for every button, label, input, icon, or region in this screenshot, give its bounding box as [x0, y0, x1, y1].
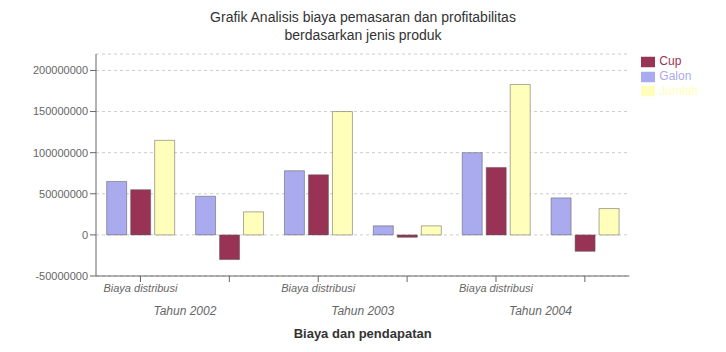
svg-text:Biaya distribusi: Biaya distribusi — [459, 282, 534, 294]
svg-text:Tahun 2002: Tahun 2002 — [153, 304, 216, 318]
svg-text:Tahun 2004: Tahun 2004 — [509, 304, 572, 318]
svg-text:Biaya distribusi: Biaya distribusi — [281, 282, 356, 294]
html-text:Galon: Galon — [659, 68, 692, 83]
svg-text:100000000: 100000000 — [33, 147, 88, 159]
html-text:Jumlah: Jumlah — [659, 83, 698, 98]
svg-text:50000000: 50000000 — [39, 188, 88, 200]
svg-text:-50000000: -50000000 — [35, 270, 88, 282]
svg-text:Biaya distribusi: Biaya distribusi — [103, 282, 178, 294]
svg-text:0: 0 — [82, 229, 88, 241]
svg-text:150000000: 150000000 — [33, 105, 88, 117]
html-text:Cup: Cup — [659, 54, 682, 68]
svg-text:Tahun 2003: Tahun 2003 — [331, 304, 394, 318]
svg-text:200000000: 200000000 — [33, 64, 88, 76]
svg-text:Biaya dan pendapatan: Biaya dan pendapatan — [294, 326, 432, 341]
html-text:Grafik Analisis biaya pemasara: Grafik Analisis biaya pemasaran dan prof… — [210, 9, 516, 43]
